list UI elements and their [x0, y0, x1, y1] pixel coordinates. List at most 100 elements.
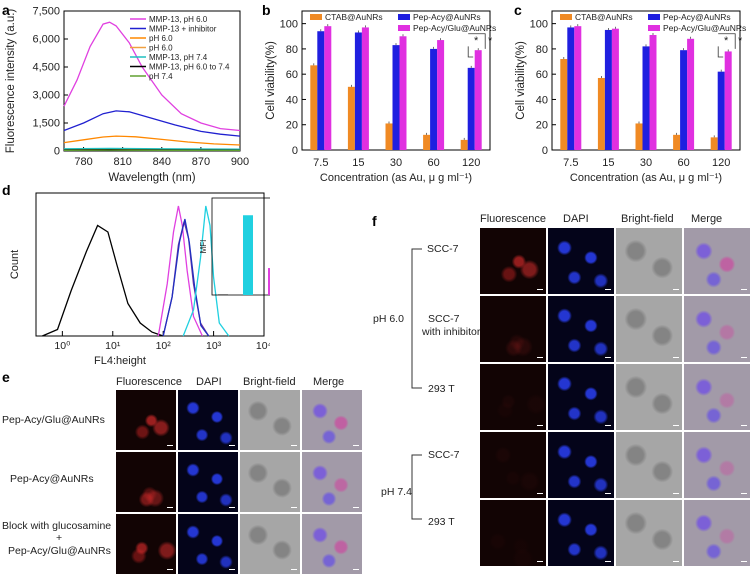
legend-label: Pep-Acy@AuNRs — [663, 12, 731, 22]
e-image-r2-c2 — [178, 452, 238, 512]
bar-0 — [673, 135, 680, 150]
bar-2 — [475, 50, 482, 150]
scale-bar — [605, 425, 611, 426]
f-image-r4-c4 — [684, 432, 750, 498]
bar-1 — [718, 72, 725, 150]
bar-1 — [680, 50, 687, 150]
e-image-r1-c3 — [240, 390, 300, 450]
f-header-brightfield: Bright-field — [621, 213, 674, 225]
y-tick-label: 6,000 — [32, 34, 60, 46]
scale-bar — [605, 493, 611, 494]
sig-star-2: * — [738, 35, 743, 47]
e-image-r3-c4 — [302, 514, 362, 574]
y-tick-label: 4,500 — [32, 62, 60, 74]
y-tick-label: 0 — [54, 146, 60, 158]
bar-0 — [636, 123, 643, 150]
scale-bar — [167, 569, 173, 570]
x-tick-label: 810 — [113, 156, 131, 168]
scale-bar — [673, 425, 679, 426]
scale-bar — [537, 561, 543, 562]
series-line-2 — [64, 136, 240, 145]
x-tick-label: 15 — [602, 157, 614, 169]
f-row-label-scc7-inhibitor: SCC-7 — [428, 313, 460, 326]
f-image-r2-c2 — [548, 296, 614, 362]
bar-1 — [393, 45, 400, 150]
x-tick-label: 60 — [677, 157, 689, 169]
x-tick-label: 30 — [640, 157, 652, 169]
x-tick-label: 840 — [153, 156, 171, 168]
bar-1 — [317, 31, 324, 150]
legend-label: MMP-13, pH 7.4 — [149, 53, 208, 62]
scale-bar — [605, 561, 611, 562]
x-tick-label: 10² — [156, 340, 172, 352]
x-tick-label: 120 — [712, 157, 730, 169]
f-row-label-293t-ph74: 293 T — [428, 516, 455, 529]
legend-swatch — [398, 14, 410, 20]
series-line-4 — [64, 148, 240, 149]
e-row-label-3b: Pep-Acy/Glu@AuNRs — [8, 545, 111, 558]
scale-bar — [741, 425, 747, 426]
e-image-r1-c4 — [302, 390, 362, 450]
legend-label: MMP-13, pH 6.0 — [149, 15, 208, 24]
bar-1 — [468, 68, 475, 150]
y-tick-label: 40 — [536, 94, 548, 106]
scale-bar — [741, 493, 747, 494]
f-image-r3-c2 — [548, 364, 614, 430]
x-axis-label: FL4:height — [94, 355, 146, 367]
f-image-r5-c3 — [616, 500, 682, 566]
inset-bar-black — [218, 294, 228, 295]
scale-bar — [741, 357, 747, 358]
y-axis-label: Fluorescence intensity (a.u.) — [5, 9, 17, 154]
y-tick-label: 80 — [536, 44, 548, 56]
y-tick-label: 60 — [536, 69, 548, 81]
scale-bar — [673, 289, 679, 290]
y-tick-label: 0 — [292, 145, 298, 157]
legend-label: pH 6.0 — [149, 34, 173, 43]
x-axis-label: Concentration (as Au, μ g ml⁻¹) — [570, 172, 722, 184]
bar-0 — [711, 137, 718, 150]
legend-swatch — [648, 25, 660, 31]
f-image-r3-c1 — [480, 364, 546, 430]
f-image-r2-c3 — [616, 296, 682, 362]
scale-bar — [537, 493, 543, 494]
f-row-label-scc7-ph74: SCC-7 — [428, 449, 460, 462]
e-row-label-2: Pep-Acy@AuNRs — [10, 473, 94, 486]
bar-0 — [348, 87, 355, 150]
legend-label: CTAB@AuNRs — [575, 12, 633, 22]
f-image-r3-c3 — [616, 364, 682, 430]
scale-bar — [353, 569, 359, 570]
scale-bar — [291, 569, 297, 570]
bar-1 — [355, 32, 362, 150]
f-row-label-293t-ph6: 293 T — [428, 383, 455, 396]
f-image-r2-c4 — [684, 296, 750, 362]
histogram-blue — [163, 219, 209, 336]
y-tick-label: 20 — [536, 120, 548, 132]
legend-label: Pep-Acy/Glu@AuNRs — [413, 23, 496, 33]
y-tick-label: 80 — [286, 44, 298, 56]
legend-swatch — [310, 14, 322, 20]
legend-label: MMP-13 + inhibitor — [149, 25, 217, 34]
sig-bracket — [468, 46, 473, 57]
bar-2 — [650, 35, 657, 150]
legend-label: pH 6.0 — [149, 44, 173, 53]
x-tick-label: 10⁰ — [54, 340, 70, 352]
e-header-dapi: DAPI — [196, 376, 222, 388]
sig-star-2: * — [488, 35, 493, 47]
f-image-r1-c1 — [480, 228, 546, 294]
e-row-label-1: Pep-Acy/Glu@AuNRs — [2, 414, 105, 427]
legend-swatch — [560, 14, 572, 20]
f-header-fluorescence: Fluorescence — [480, 213, 546, 225]
y-axis-label: Cell viability(%) — [265, 41, 277, 120]
bar-1 — [567, 27, 574, 150]
plot-frame — [36, 193, 264, 336]
f-image-r5-c2 — [548, 500, 614, 566]
y-tick-label: 0 — [542, 145, 548, 157]
sig-bracket — [718, 46, 723, 57]
inset-bar-magenta — [268, 268, 270, 295]
scale-bar — [741, 561, 747, 562]
legend-label: CTAB@AuNRs — [325, 12, 383, 22]
f-header-dapi: DAPI — [563, 213, 589, 225]
e-image-r1-c2 — [178, 390, 238, 450]
